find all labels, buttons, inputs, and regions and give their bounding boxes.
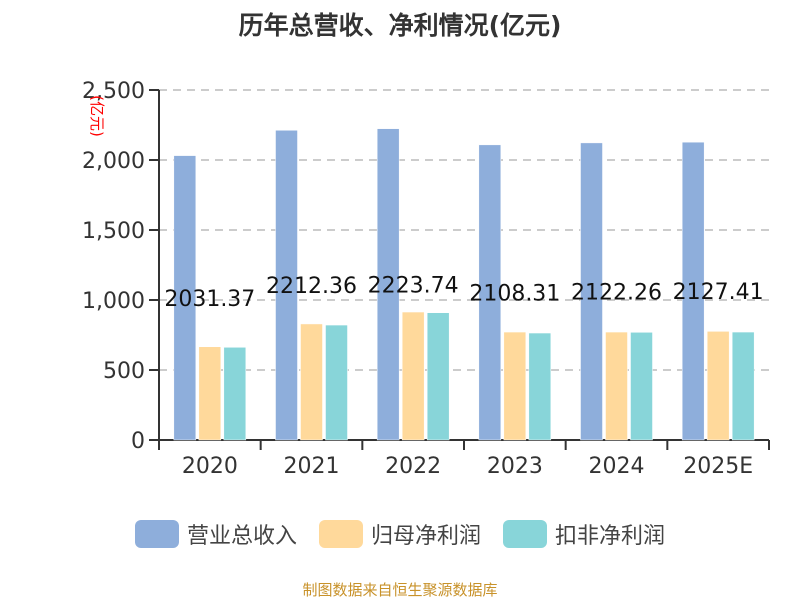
legend-label: 归母净利润 [370, 524, 481, 549]
data-label: 2223.74 [368, 273, 459, 298]
bar-0 [275, 130, 298, 441]
legend-swatch [503, 520, 547, 548]
y-tick-label: 0 [131, 429, 145, 454]
bar-0 [681, 141, 705, 441]
bar-1 [605, 331, 628, 441]
x-tick-label: 2020 [182, 454, 238, 479]
bar-0 [580, 142, 603, 441]
bar-2 [630, 332, 653, 441]
data-label: 2212.36 [266, 274, 357, 299]
x-tick-label: 2021 [284, 454, 340, 479]
bar-0 [173, 155, 197, 441]
x-tick-label: 2022 [385, 454, 441, 479]
bar-2 [731, 331, 755, 441]
legend-label: 扣非净利润 [555, 524, 666, 549]
bar-1 [401, 311, 425, 441]
bar-2 [223, 347, 247, 441]
legend-swatch [318, 520, 363, 548]
data-label: 2122.26 [571, 280, 662, 305]
data-label: 2031.37 [164, 287, 255, 312]
bar-2 [325, 324, 348, 441]
y-tick-label: 1,000 [82, 289, 145, 314]
y-tick-label: 2,500 [82, 79, 145, 104]
bar-1 [300, 323, 323, 441]
bar-1 [503, 331, 527, 441]
source-note: 制图数据来自恒生聚源数据库 [302, 581, 498, 599]
x-tick-label: 2025E [683, 454, 753, 479]
bar-0 [478, 144, 502, 441]
y-tick-label: 500 [103, 359, 145, 384]
bar-1 [198, 346, 222, 441]
legend-item[interactable]: 归母净利润 [318, 518, 481, 550]
legend-item[interactable]: 营业总收入 [134, 518, 297, 550]
data-label: 2127.41 [673, 280, 764, 305]
y-tick-label: 2,000 [82, 149, 145, 174]
legend-swatch [134, 520, 179, 548]
legend: 营业总收入 归母净利润 扣非净利润 [0, 518, 800, 550]
bar-0 [376, 128, 400, 441]
bar-2 [528, 332, 552, 441]
x-tick-label: 2023 [487, 454, 543, 479]
y-tick-label: 1,500 [82, 219, 145, 244]
legend-label: 营业总收入 [186, 524, 297, 549]
bar-2 [426, 312, 450, 441]
data-label: 2108.31 [469, 281, 560, 306]
legend-item[interactable]: 扣非净利润 [503, 518, 665, 550]
x-tick-label: 2024 [589, 454, 645, 479]
y-axis-label: (亿元) [88, 95, 106, 137]
chart-title: 历年总营收、净利情况(亿元) [238, 11, 562, 40]
bar-1 [706, 331, 730, 441]
